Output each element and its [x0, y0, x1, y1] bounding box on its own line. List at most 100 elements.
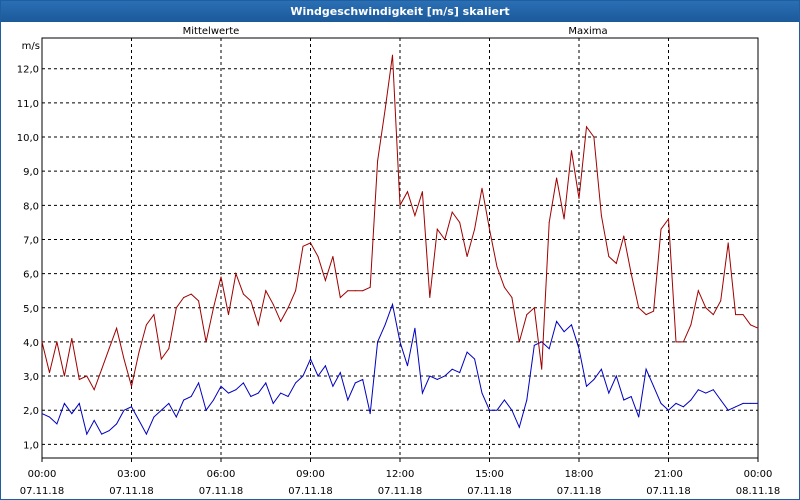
data-point-mittelwerte: [578, 348, 580, 350]
data-point-maxima: [750, 324, 752, 326]
data-point-mittelwerte: [705, 392, 707, 394]
data-point-maxima: [474, 228, 476, 230]
data-point-maxima: [63, 375, 65, 377]
data-point-maxima: [213, 307, 215, 309]
data-point-mittelwerte: [190, 396, 192, 398]
data-point-maxima: [250, 300, 252, 302]
data-point-mittelwerte: [735, 406, 737, 408]
data-point-maxima: [160, 358, 162, 360]
x-tick-date-label: 08.11.18: [736, 486, 781, 497]
x-tick-date-label: 07.11.18: [288, 486, 333, 497]
y-axis-unit-label: m/s: [22, 41, 40, 52]
data-point-maxima: [578, 197, 580, 199]
data-point-maxima: [145, 324, 147, 326]
x-tick-date-label: 07.11.18: [646, 486, 691, 497]
x-tick-time-label: 18:00: [565, 469, 594, 480]
data-point-maxima: [623, 235, 625, 237]
data-point-mittelwerte: [518, 426, 520, 428]
data-point-mittelwerte: [86, 433, 88, 435]
data-point-mittelwerte: [414, 327, 416, 329]
y-tick-label: 6,0: [23, 270, 39, 281]
data-point-maxima: [153, 314, 155, 316]
data-point-maxima: [727, 242, 729, 244]
x-tick-time-label: 09:00: [296, 469, 325, 480]
data-point-maxima: [242, 293, 244, 295]
data-point-mittelwerte: [183, 399, 185, 401]
data-point-maxima: [503, 286, 505, 288]
data-point-maxima: [354, 290, 356, 292]
data-point-mittelwerte: [451, 368, 453, 370]
data-point-mittelwerte: [48, 416, 50, 418]
x-tick-date-label: 07.11.18: [109, 486, 154, 497]
data-point-mittelwerte: [332, 385, 334, 387]
data-point-mittelwerte: [630, 396, 632, 398]
data-point-maxima: [287, 307, 289, 309]
data-point-maxima: [653, 310, 655, 312]
data-point-maxima: [332, 256, 334, 258]
data-point-maxima: [548, 221, 550, 223]
data-point-maxima: [257, 324, 259, 326]
data-point-mittelwerte: [608, 392, 610, 394]
data-point-maxima: [116, 327, 118, 329]
data-point-maxima: [630, 273, 632, 275]
data-point-maxima: [414, 215, 416, 217]
data-point-mittelwerte: [653, 385, 655, 387]
data-point-maxima: [690, 324, 692, 326]
data-point-mittelwerte: [175, 416, 177, 418]
x-tick-date-label: 07.11.18: [467, 486, 512, 497]
data-point-mittelwerte: [503, 399, 505, 401]
data-point-maxima: [56, 341, 58, 343]
data-point-maxima: [339, 297, 341, 299]
x-tick-time-label: 03:00: [117, 469, 146, 480]
data-point-maxima: [660, 228, 662, 230]
data-point-maxima: [645, 314, 647, 316]
data-point-mittelwerte: [78, 402, 80, 404]
data-point-mittelwerte: [675, 402, 677, 404]
data-point-maxima: [571, 150, 573, 152]
data-point-mittelwerte: [280, 392, 282, 394]
data-point-maxima: [615, 262, 617, 264]
data-point-mittelwerte: [541, 341, 543, 343]
data-point-maxima: [682, 341, 684, 343]
data-point-mittelwerte: [436, 378, 438, 380]
data-point-maxima: [720, 300, 722, 302]
legend-label-mittelwerte: Mittelwerte: [183, 26, 240, 37]
data-point-mittelwerte: [377, 341, 379, 343]
data-point-maxima: [705, 307, 707, 309]
data-point-maxima: [541, 368, 543, 370]
data-point-maxima: [265, 290, 267, 292]
data-point-mittelwerte: [369, 413, 371, 415]
data-point-mittelwerte: [682, 406, 684, 408]
data-point-mittelwerte: [265, 382, 267, 384]
data-point-maxima: [123, 358, 125, 360]
data-point-maxima: [697, 290, 699, 292]
data-point-maxima: [377, 160, 379, 162]
data-point-mittelwerte: [324, 365, 326, 367]
data-point-mittelwerte: [623, 399, 625, 401]
data-point-mittelwerte: [406, 365, 408, 367]
data-point-mittelwerte: [399, 341, 401, 343]
data-point-maxima: [369, 286, 371, 288]
window-title: Windgeschwindigkeit [m/s] skaliert: [1, 1, 799, 22]
data-point-mittelwerte: [257, 392, 259, 394]
data-point-mittelwerte: [354, 382, 356, 384]
data-point-maxima: [451, 211, 453, 213]
data-point-maxima: [295, 290, 297, 292]
data-point-maxima: [131, 385, 132, 387]
data-point-mittelwerte: [339, 372, 341, 374]
data-point-maxima: [48, 372, 50, 374]
data-point-maxima: [41, 341, 43, 343]
data-point-mittelwerte: [227, 392, 229, 394]
data-point-mittelwerte: [757, 402, 759, 404]
data-point-mittelwerte: [474, 358, 476, 360]
data-point-mittelwerte: [556, 320, 558, 322]
data-point-mittelwerte: [466, 351, 468, 353]
data-point-maxima: [675, 341, 677, 343]
data-point-mittelwerte: [205, 409, 207, 411]
x-tick-time-label: 12:00: [386, 469, 415, 480]
data-point-maxima: [190, 293, 192, 295]
data-point-maxima: [227, 314, 229, 316]
data-point-mittelwerte: [295, 382, 297, 384]
x-tick-time-label: 00:00: [744, 469, 773, 480]
